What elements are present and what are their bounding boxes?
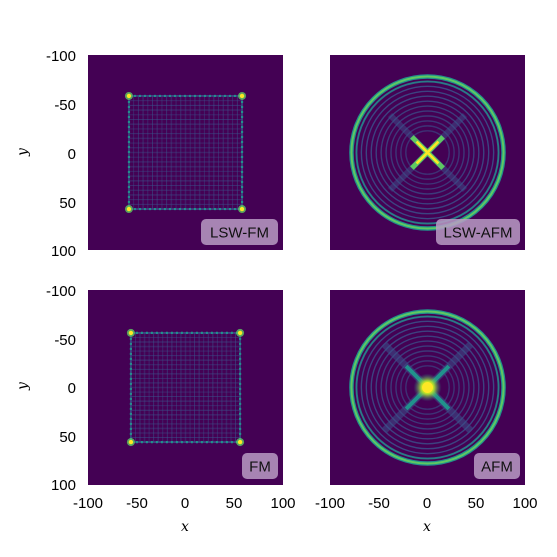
x-tick-label: -50 — [368, 495, 390, 512]
y-tick-labels-top: -100 -50 0 50 100 — [46, 48, 76, 260]
y-tick-label: 50 — [59, 429, 76, 446]
panel-tag-label: FM — [249, 459, 271, 476]
panel-tag-background — [436, 219, 520, 245]
panel-lsw-afm: LSW-AFM — [330, 55, 525, 250]
y-tick-label: -100 — [46, 48, 76, 65]
x-tick-label: 50 — [468, 495, 485, 512]
x-tick-label: 50 — [226, 495, 243, 512]
inner-ring — [360, 85, 495, 220]
inner-ring — [380, 340, 475, 435]
inner-ring — [380, 105, 475, 200]
x-tick-labels-left: -100 -50 0 50 100 — [73, 495, 296, 512]
ring-shadow — [355, 315, 500, 460]
corner-spot — [128, 439, 134, 445]
x-tick-label: 0 — [181, 495, 189, 512]
heatmap-pattern — [349, 309, 506, 466]
inner-ring — [395, 355, 460, 420]
inner-ring — [385, 110, 470, 195]
x-tick-label: 100 — [270, 495, 295, 512]
outer-ring-core — [350, 310, 505, 465]
corner-spot — [237, 439, 243, 445]
y-tick-label: 50 — [59, 195, 76, 212]
inner-ring — [370, 95, 485, 210]
panel-tag: LSW-AFM — [436, 219, 520, 245]
y-tick-label: 100 — [51, 477, 76, 494]
inner-ring — [405, 365, 450, 410]
cross-core — [415, 140, 440, 165]
panel-tag: FM — [242, 453, 278, 479]
center-spot — [422, 382, 433, 393]
panel-tag-background — [242, 453, 278, 479]
x-tick-labels-right: -100 -50 0 50 100 — [315, 495, 538, 512]
inner-ring — [400, 125, 455, 180]
inner-ring — [365, 90, 490, 215]
panel-tag-background — [474, 453, 520, 479]
corner-spot — [126, 206, 132, 212]
x-tick-label: -100 — [315, 495, 345, 512]
corner-spot — [239, 93, 245, 99]
x-axis-label: x — [423, 519, 431, 535]
heatmap-background — [88, 290, 283, 485]
corner-spot — [126, 93, 132, 99]
x-tick-label: -50 — [126, 495, 148, 512]
y-axis-label: y — [15, 381, 31, 391]
y-tick-label: 0 — [68, 380, 76, 397]
inner-ring — [375, 100, 480, 205]
x-tick-label: -100 — [73, 495, 103, 512]
y-tick-label: 100 — [51, 243, 76, 260]
panel-tag: AFM — [474, 453, 520, 479]
inner-ring — [370, 330, 485, 445]
heatmap-pattern — [349, 74, 506, 231]
y-tick-label: -50 — [54, 332, 76, 349]
panel-tag-background — [201, 219, 278, 245]
panel-tag-label: LSW-FM — [210, 225, 269, 242]
panel-tag-label: LSW-AFM — [444, 225, 513, 242]
x-tick-label: 0 — [423, 495, 431, 512]
y-axis-label: y — [15, 147, 31, 157]
panel-fm: FM — [88, 290, 283, 485]
inner-ring — [365, 325, 490, 450]
corner-spot — [128, 330, 134, 336]
inner-ring — [395, 120, 460, 185]
x-axis-label: x — [181, 519, 189, 535]
inner-ring — [400, 360, 455, 415]
heatmap-pattern — [124, 91, 247, 214]
panel-tag-label: AFM — [481, 459, 513, 476]
x-tick-label: 100 — [512, 495, 537, 512]
ring-shadow — [355, 80, 500, 225]
heatmap-background — [88, 55, 283, 250]
inner-ring — [375, 335, 480, 440]
y-tick-label: 0 — [68, 146, 76, 163]
inner-ring — [385, 345, 470, 430]
panel-afm: AFM — [330, 290, 525, 485]
corner-spot — [239, 206, 245, 212]
inner-ring — [360, 320, 495, 455]
heatmap-pattern — [126, 328, 245, 447]
panel-lsw-fm: LSW-FM — [88, 55, 283, 250]
corner-spot — [237, 330, 243, 336]
y-tick-label: -50 — [54, 97, 76, 114]
outer-ring-core — [350, 75, 505, 230]
inner-ring — [390, 115, 465, 190]
inner-ring — [405, 130, 450, 175]
y-tick-labels-bottom: -100 -50 0 50 100 — [46, 283, 76, 494]
inner-ring — [390, 350, 465, 425]
y-tick-label: -100 — [46, 283, 76, 300]
panel-tag: LSW-FM — [201, 219, 278, 245]
